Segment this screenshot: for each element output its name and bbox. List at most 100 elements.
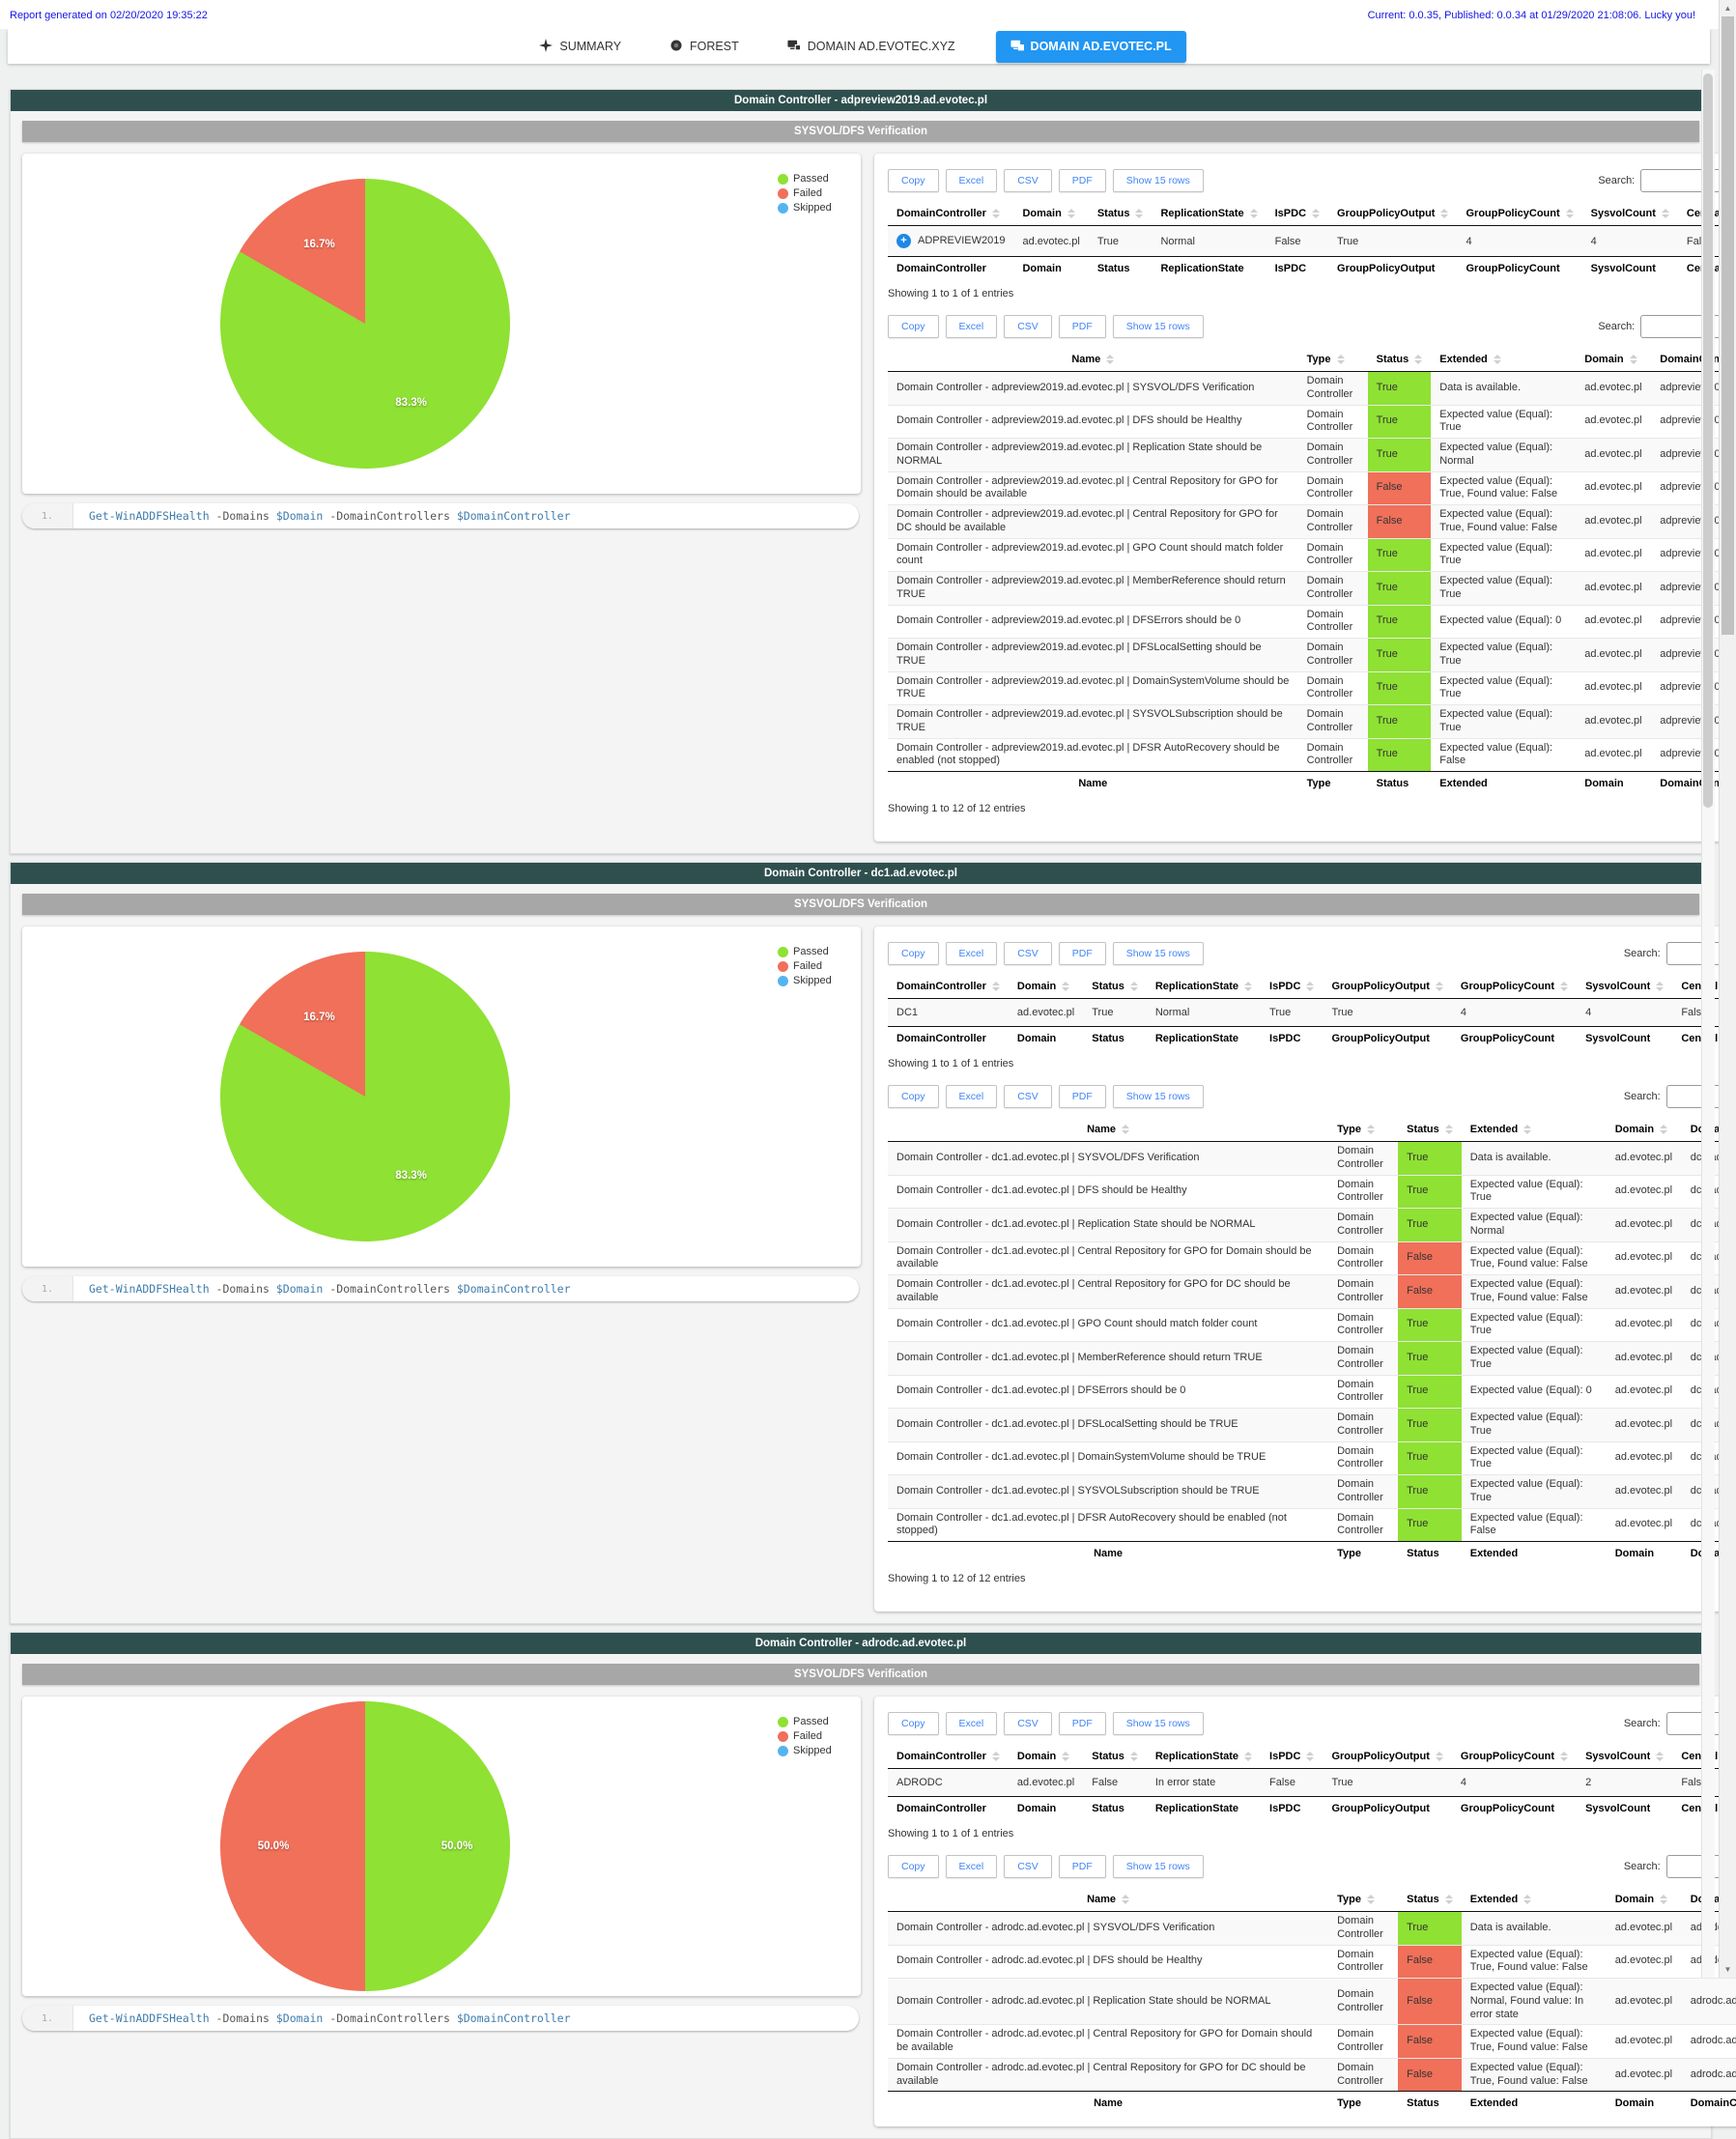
sort-icon[interactable]: [1661, 209, 1669, 219]
column-header-replicationstate[interactable]: ReplicationState: [1146, 1745, 1262, 1769]
column-header-status[interactable]: Status: [1083, 1745, 1147, 1769]
page-scrollbar[interactable]: ▲ ▼: [1719, 0, 1736, 1978]
show-rows-button[interactable]: Show 15 rows: [1112, 315, 1204, 338]
column-header-name[interactable]: Name: [888, 1888, 1329, 1912]
sort-icon[interactable]: [1629, 355, 1637, 365]
nav-tab-domain-ad-evotec-xyz[interactable]: DOMAIN AD.EVOTEC.XYZ: [780, 33, 963, 61]
content-scrollbar-thumb[interactable]: [1703, 73, 1713, 808]
sort-icon[interactable]: [1435, 982, 1443, 992]
sort-icon[interactable]: [1336, 355, 1345, 365]
column-header-domain[interactable]: Domain: [1008, 975, 1084, 999]
sort-icon[interactable]: [1366, 1125, 1375, 1135]
copy-button[interactable]: Copy: [888, 1085, 939, 1108]
copy-button[interactable]: Copy: [888, 1712, 939, 1735]
column-header-sysvolcount[interactable]: SysvolCount: [1581, 202, 1678, 226]
sort-icon[interactable]: [1565, 209, 1574, 219]
column-header-grouppolicyoutput[interactable]: GroupPolicyOutput: [1323, 1745, 1452, 1769]
row-expand-button[interactable]: +: [896, 234, 911, 248]
column-header-grouppolicyoutput[interactable]: GroupPolicyOutput: [1323, 975, 1452, 999]
sort-icon[interactable]: [1414, 355, 1423, 365]
copy-button[interactable]: Copy: [888, 169, 939, 192]
column-header-domain[interactable]: Domain: [1606, 1888, 1682, 1912]
sort-icon[interactable]: [1122, 1895, 1130, 1905]
column-header-status[interactable]: Status: [1367, 348, 1432, 372]
nav-tab-forest[interactable]: FOREST: [662, 33, 747, 61]
sort-icon[interactable]: [1660, 1895, 1668, 1905]
column-header-domaincontroller[interactable]: DomainController: [888, 202, 1014, 226]
column-header-status[interactable]: Status: [1398, 1888, 1462, 1912]
copy-button[interactable]: Copy: [888, 315, 939, 338]
sort-icon[interactable]: [1249, 209, 1258, 219]
sort-icon[interactable]: [1062, 1752, 1070, 1762]
sort-icon[interactable]: [1129, 1752, 1138, 1762]
sort-icon[interactable]: [1067, 209, 1075, 219]
sort-icon[interactable]: [1435, 1752, 1443, 1762]
column-header-grouppolicycount[interactable]: GroupPolicyCount: [1451, 975, 1578, 999]
column-header-replicationstate[interactable]: ReplicationState: [1152, 202, 1266, 226]
column-header-domain[interactable]: Domain: [1606, 1118, 1682, 1142]
column-header-name[interactable]: Name: [888, 1118, 1329, 1142]
excel-button[interactable]: Excel: [945, 942, 998, 965]
sort-icon[interactable]: [1244, 982, 1253, 992]
sort-icon[interactable]: [991, 209, 1000, 219]
sort-icon[interactable]: [1106, 355, 1115, 365]
sort-icon[interactable]: [1523, 1125, 1532, 1135]
nav-tab-domain-ad-evotec-pl[interactable]: DOMAIN AD.EVOTEC.PL: [995, 30, 1186, 63]
column-header-ispdc[interactable]: IsPDC: [1266, 202, 1329, 226]
copy-button[interactable]: Copy: [888, 942, 939, 965]
sort-icon[interactable]: [991, 982, 1000, 992]
copy-button[interactable]: Copy: [888, 1855, 939, 1878]
page-scrollbar-thumb[interactable]: [1722, 16, 1734, 635]
column-header-status[interactable]: Status: [1398, 1118, 1462, 1142]
column-header-type[interactable]: Type: [1328, 1888, 1399, 1912]
sort-icon[interactable]: [1122, 1125, 1130, 1135]
content-scrollbar[interactable]: [1701, 70, 1715, 1978]
csv-button[interactable]: CSV: [1004, 169, 1052, 192]
column-header-extended[interactable]: Extended: [1431, 348, 1577, 372]
excel-button[interactable]: Excel: [945, 1855, 998, 1878]
show-rows-button[interactable]: Show 15 rows: [1112, 942, 1204, 965]
sort-icon[interactable]: [1656, 1752, 1665, 1762]
column-header-replicationstate[interactable]: ReplicationState: [1146, 975, 1262, 999]
sort-icon[interactable]: [1306, 982, 1315, 992]
pdf-button[interactable]: PDF: [1058, 942, 1106, 965]
column-header-type[interactable]: Type: [1328, 1118, 1399, 1142]
csv-button[interactable]: CSV: [1004, 1085, 1052, 1108]
column-header-grouppolicycount[interactable]: GroupPolicyCount: [1451, 1745, 1578, 1769]
nav-tab-summary[interactable]: SUMMARY: [531, 33, 629, 61]
excel-button[interactable]: Excel: [945, 169, 998, 192]
column-header-name[interactable]: Name: [888, 348, 1298, 372]
sort-icon[interactable]: [991, 1752, 1000, 1762]
column-header-domain[interactable]: Domain: [1576, 348, 1652, 372]
sort-icon[interactable]: [1523, 1895, 1532, 1905]
pdf-button[interactable]: PDF: [1058, 1855, 1106, 1878]
sort-icon[interactable]: [1366, 1895, 1375, 1905]
column-header-domaincontroller[interactable]: DomainController: [888, 975, 1009, 999]
sort-icon[interactable]: [1444, 1125, 1453, 1135]
csv-button[interactable]: CSV: [1004, 942, 1052, 965]
column-header-status[interactable]: Status: [1083, 975, 1147, 999]
column-header-extended[interactable]: Extended: [1461, 1118, 1607, 1142]
pdf-button[interactable]: PDF: [1058, 1712, 1106, 1735]
column-header-sysvolcount[interactable]: SysvolCount: [1577, 975, 1673, 999]
sort-icon[interactable]: [1560, 1752, 1569, 1762]
show-rows-button[interactable]: Show 15 rows: [1112, 1085, 1204, 1108]
scroll-down-arrow[interactable]: ▼: [1723, 1965, 1732, 1974]
sort-icon[interactable]: [1493, 355, 1501, 365]
sort-icon[interactable]: [1440, 209, 1449, 219]
sort-icon[interactable]: [1062, 982, 1070, 992]
csv-button[interactable]: CSV: [1004, 1855, 1052, 1878]
show-rows-button[interactable]: Show 15 rows: [1112, 169, 1204, 192]
sort-icon[interactable]: [1444, 1895, 1453, 1905]
sort-icon[interactable]: [1312, 209, 1321, 219]
column-header-type[interactable]: Type: [1297, 348, 1368, 372]
column-header-domain[interactable]: Domain: [1008, 1745, 1084, 1769]
pdf-button[interactable]: PDF: [1058, 1085, 1106, 1108]
sort-icon[interactable]: [1560, 982, 1569, 992]
show-rows-button[interactable]: Show 15 rows: [1112, 1712, 1204, 1735]
show-rows-button[interactable]: Show 15 rows: [1112, 1855, 1204, 1878]
pdf-button[interactable]: PDF: [1058, 315, 1106, 338]
pdf-button[interactable]: PDF: [1058, 169, 1106, 192]
csv-button[interactable]: CSV: [1004, 315, 1052, 338]
excel-button[interactable]: Excel: [945, 315, 998, 338]
